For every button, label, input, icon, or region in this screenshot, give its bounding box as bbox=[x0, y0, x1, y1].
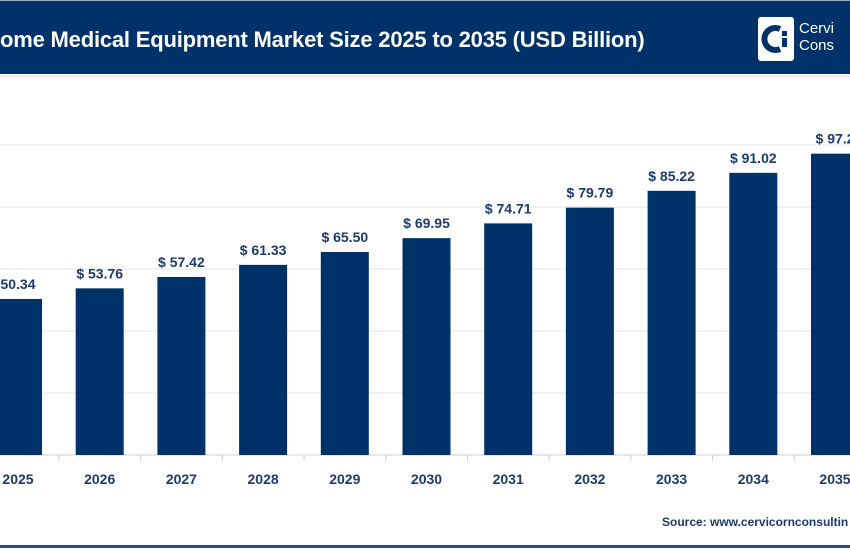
logo-icon bbox=[758, 17, 794, 61]
bar-2025 bbox=[0, 298, 42, 455]
logo-line2: Cons bbox=[799, 37, 835, 54]
data-label-2026: $ 53.76 bbox=[76, 265, 123, 281]
bar-2031 bbox=[484, 223, 533, 455]
data-label-2033: $ 85.22 bbox=[648, 168, 695, 184]
logo-line1: Cervi bbox=[799, 20, 835, 37]
bottom-divider bbox=[0, 545, 850, 548]
x-tick-label-2033: 2033 bbox=[656, 471, 687, 487]
bar-2035 bbox=[811, 153, 850, 455]
data-label-2032: $ 79.79 bbox=[567, 185, 614, 201]
bar-2034 bbox=[729, 172, 778, 455]
x-tick-label-2027: 2027 bbox=[166, 471, 197, 487]
header-banner: ome Medical Equipment Market Size 2025 t… bbox=[0, 0, 850, 74]
x-tick-label-2028: 2028 bbox=[248, 471, 279, 487]
x-tick-label-2034: 2034 bbox=[738, 471, 769, 487]
bar-2032 bbox=[565, 207, 614, 455]
data-label-2034: $ 91.02 bbox=[730, 150, 777, 166]
bar-2030 bbox=[402, 238, 451, 455]
bar-2026 bbox=[75, 288, 124, 455]
x-tick-label-2031: 2031 bbox=[493, 471, 524, 487]
bar-2028 bbox=[239, 264, 288, 455]
data-label-2025: 50.34 bbox=[0, 276, 35, 292]
bar-2033 bbox=[647, 190, 696, 455]
data-label-2028: $ 61.33 bbox=[240, 242, 287, 258]
logo-text: Cervi Cons bbox=[799, 20, 834, 54]
data-label-2030: $ 69.95 bbox=[403, 215, 450, 231]
x-tick-label-2029: 2029 bbox=[329, 471, 360, 487]
x-tick-label-2035: 2035 bbox=[819, 471, 850, 487]
x-tick-label-2026: 2026 bbox=[84, 471, 115, 487]
divider bbox=[0, 75, 850, 78]
bar-2029 bbox=[320, 251, 369, 455]
x-tick-label-2030: 2030 bbox=[411, 471, 442, 487]
source-note: Source: www.cervicornconsultin bbox=[662, 515, 849, 529]
bar-2027 bbox=[157, 276, 206, 455]
chart-title: ome Medical Equipment Market Size 2025 t… bbox=[0, 27, 645, 52]
data-label-2035: $ 97.2 bbox=[816, 131, 850, 147]
x-tick-label-2032: 2032 bbox=[574, 471, 605, 487]
data-label-2027: $ 57.42 bbox=[158, 254, 205, 270]
x-tick-label-2025: 2025 bbox=[2, 471, 33, 487]
data-label-2029: $ 65.50 bbox=[321, 229, 368, 245]
data-label-2031: $ 74.71 bbox=[485, 200, 532, 216]
